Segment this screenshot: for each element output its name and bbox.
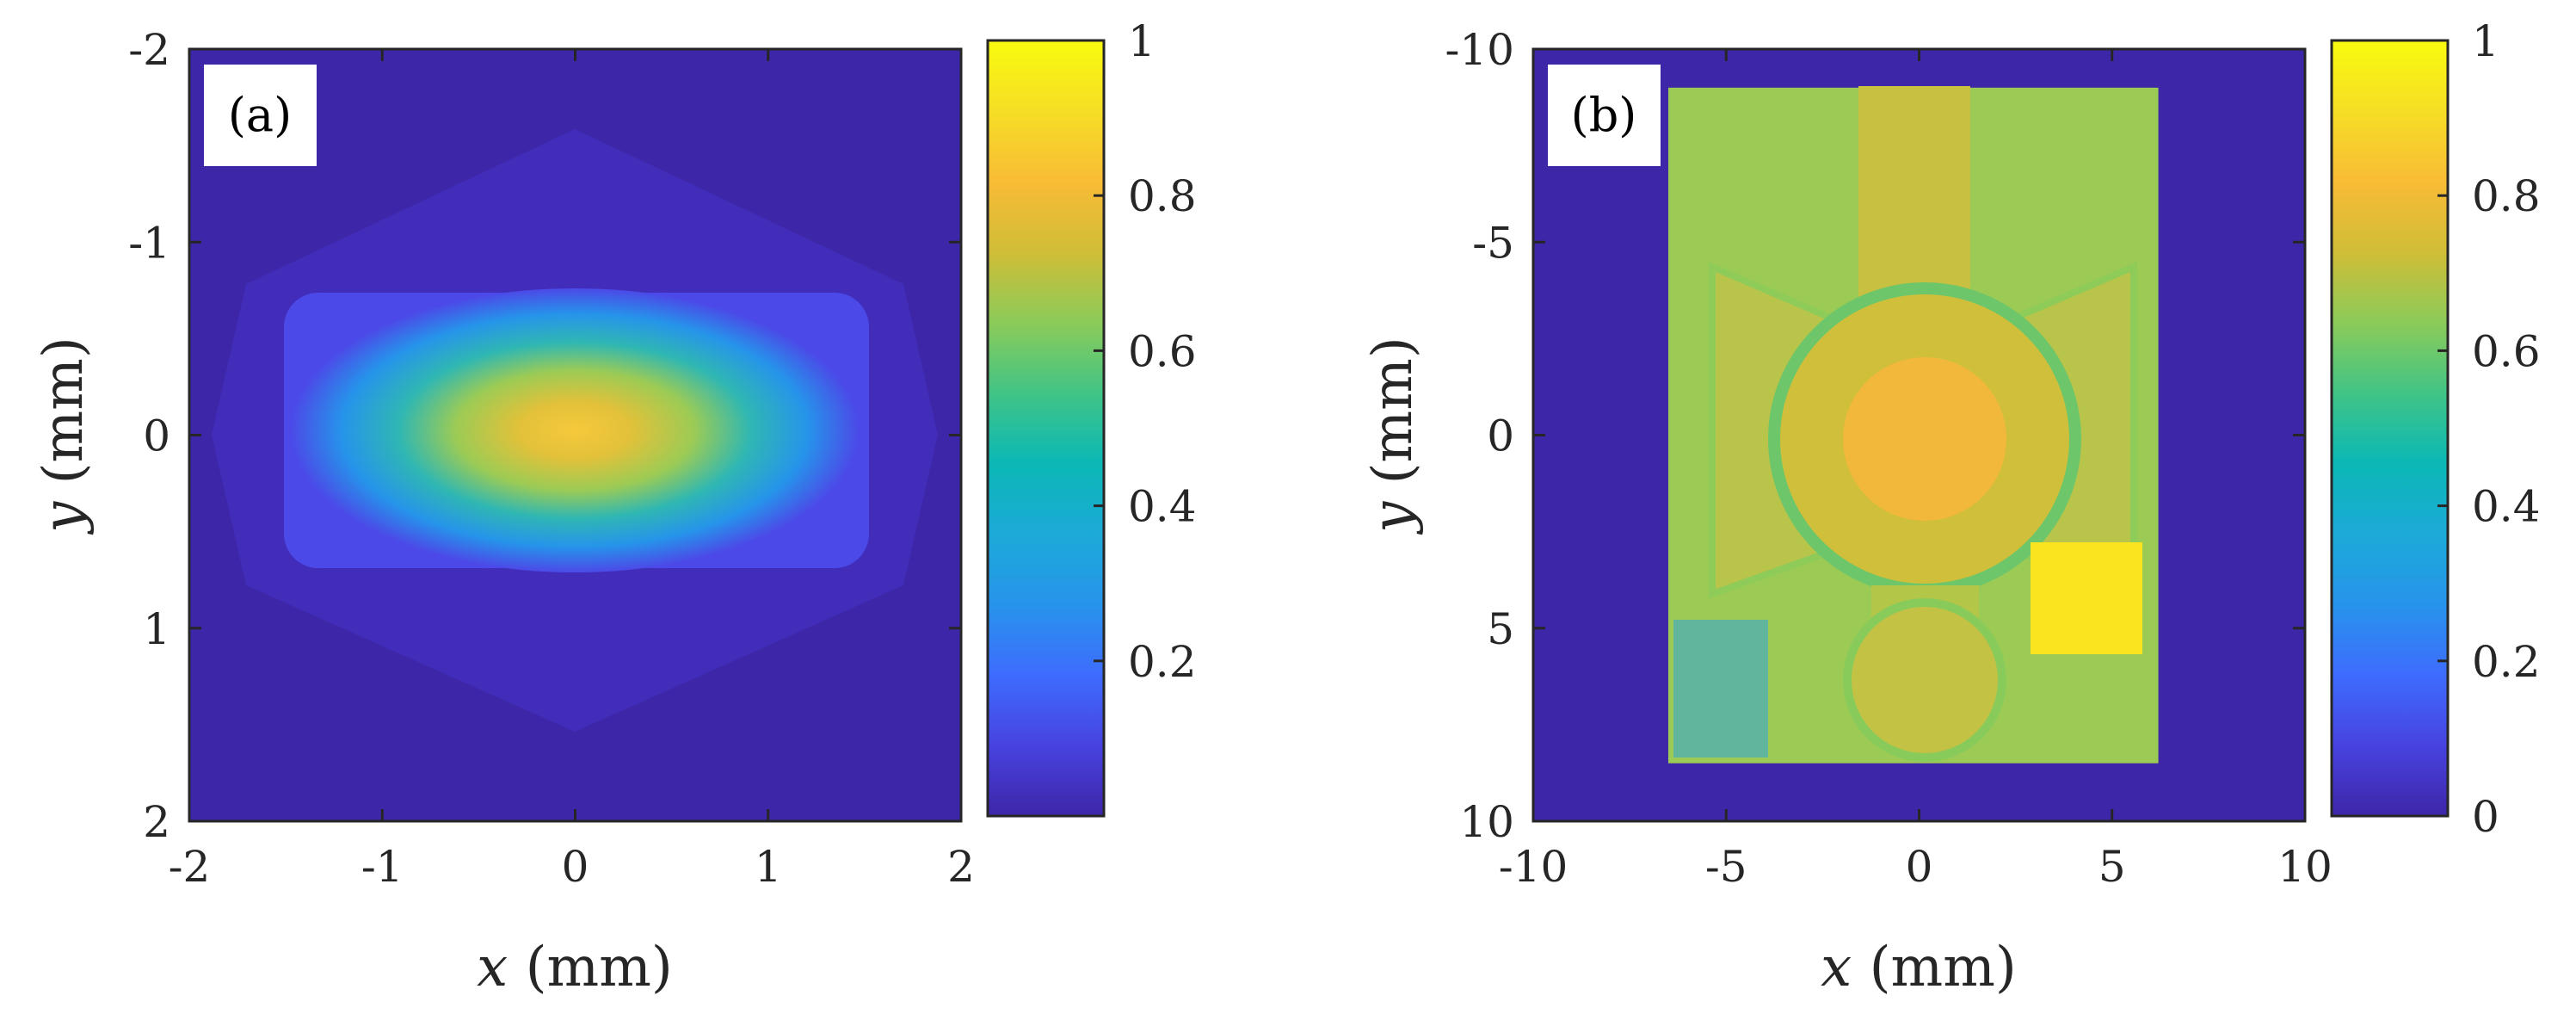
panel-a-y-var: y <box>32 501 96 535</box>
panel-b-colorbar: 0 0.2 0.4 0.6 0.8 1 <box>2330 16 2541 842</box>
x-tick-label: 0 <box>562 842 589 892</box>
panel-a-x-label: x (mm) <box>477 936 673 999</box>
panel-b-heatmap <box>1667 86 2159 764</box>
y-tick-label: -10 <box>1445 25 1514 75</box>
panel-a-colorbar-frame <box>986 39 1106 818</box>
colorbar-tick-label: 1 <box>1128 16 1156 66</box>
y-tick-label: 2 <box>143 797 170 847</box>
y-tick-label: -5 <box>1472 218 1514 268</box>
panel-b-colorbar-ticks: 0 0.2 0.4 0.6 0.8 1 <box>2437 16 2541 842</box>
panel-a-colorbar-fill <box>988 40 1104 816</box>
panel-b-colorbar-frame <box>2330 39 2450 818</box>
colorbar-tick-label: 1 <box>2472 16 2499 66</box>
colorbar-tick-label: 0.2 <box>2472 637 2541 687</box>
y-tick-label: -1 <box>128 218 170 268</box>
colorbar-tick-label: 0.6 <box>1128 326 1197 376</box>
y-tick-label: 0 <box>143 411 170 461</box>
panel-b-label-box <box>1548 65 1661 166</box>
x-tick-label: 5 <box>2098 842 2126 892</box>
panel-b-label: (b) <box>1571 88 1637 142</box>
ornament-medallion-center <box>1843 357 2006 521</box>
panel-a-x-var: x <box>477 936 508 999</box>
panel-b-y-label: y (mm) <box>1361 337 1425 535</box>
colorbar-tick-label: 0.4 <box>1128 482 1197 532</box>
panel-b-x-label: x (mm) <box>1821 936 2017 999</box>
panel-b-x-var: x <box>1821 936 1852 999</box>
panel-a-colorbar-ticks: 0.2 0.4 0.6 0.8 1 <box>1094 16 1197 687</box>
ornament-left-shade <box>1673 620 1768 757</box>
panel-b-y-unit: (mm) <box>1361 337 1425 502</box>
panel-b-ornament <box>1673 86 2142 762</box>
panel-b-y-var: y <box>1361 501 1425 535</box>
x-tick-label: 2 <box>947 842 975 892</box>
panel-a-label: (a) <box>228 88 292 142</box>
y-tick-label: 5 <box>1487 604 1514 654</box>
colorbar-tick-label: 0.8 <box>1128 171 1197 221</box>
y-tick-label: 1 <box>143 604 170 654</box>
y-tick-label: -2 <box>128 25 170 75</box>
panel-a-x-unit: (mm) <box>508 936 673 999</box>
colorbar-tick-label: 0.2 <box>1128 637 1197 687</box>
x-tick-label: -5 <box>1705 842 1747 892</box>
panel-a-y-label: y (mm) <box>32 337 96 535</box>
colorbar-tick-label: 0 <box>2472 792 2499 842</box>
panel-a-colorbar: 0.2 0.4 0.6 0.8 1 <box>986 16 1197 818</box>
ornament-bright-patch <box>2031 542 2142 654</box>
panel-b-x-unit: (mm) <box>1852 936 2017 999</box>
colorbar-tick-label: 0.6 <box>2472 326 2541 376</box>
x-tick-label: -10 <box>1499 842 1568 892</box>
panel-b-colorbar-fill <box>2332 40 2448 816</box>
y-tick-label: 10 <box>1459 797 1514 847</box>
panel-a-heatmap <box>212 129 938 732</box>
panel-a-y-unit: (mm) <box>32 337 96 502</box>
x-tick-label: 0 <box>1906 842 1933 892</box>
x-tick-label: -1 <box>361 842 404 892</box>
x-tick-label: 10 <box>2277 842 2333 892</box>
x-tick-label: -2 <box>169 842 211 892</box>
x-tick-label: 1 <box>755 842 782 892</box>
ornament-stem <box>1858 86 1970 310</box>
y-tick-label: 0 <box>1487 411 1514 461</box>
panel-a-beam <box>291 288 859 572</box>
panel-a-label-box <box>204 65 317 166</box>
colorbar-tick-label: 0.8 <box>2472 171 2541 221</box>
ornament-lower-disc <box>1843 598 2006 762</box>
colorbar-tick-label: 0.4 <box>2472 482 2541 532</box>
